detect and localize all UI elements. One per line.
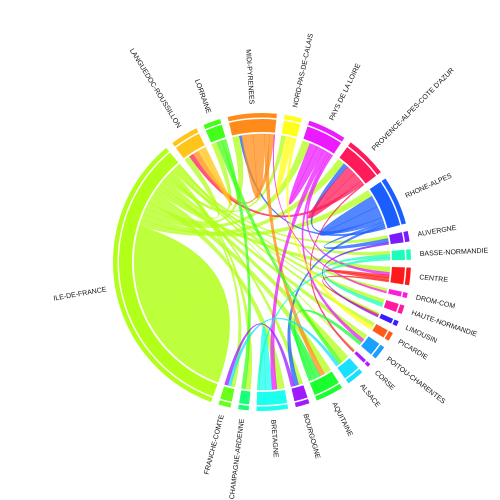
- segment-label-nord-pas-de-calais: NORD-PAS-DE-CALAIS: [292, 33, 315, 109]
- segment-outer-haute-normandie: [397, 304, 405, 315]
- chord-link-bourgogne-to-franche-comte: [224, 323, 295, 387]
- chord-link-provence-alpes-cote-d-azur-to-languedoc-roussillon: [189, 153, 364, 218]
- segment-label-midi-pyrenees: MIDI-PYRENEES: [244, 49, 255, 105]
- chord-link-auvergne-to-limousin: [322, 242, 389, 318]
- segment-block-bourgogne: [291, 385, 308, 402]
- segment-outer-nord-pas-de-calais: [283, 114, 302, 123]
- chord-link-ile-de-france-to-haute-normandie: [174, 166, 385, 304]
- segment-outer-aquitaine: [315, 383, 343, 401]
- segment-outer-bretagne: [256, 404, 289, 411]
- segment-block-centre: [390, 266, 405, 285]
- segment-block-bretagne: [256, 389, 288, 405]
- segment-outer-provence-alpes-cote-d-azur: [348, 142, 381, 175]
- segment-outer-picardie: [384, 330, 393, 341]
- segment-label-ile-de-france: ILE-DE-FRANCE: [53, 286, 107, 302]
- segment-block-basse-normandie: [391, 249, 405, 261]
- segment-outer-pays-de-la-loire: [308, 120, 345, 142]
- chord-link-drom-com-to-midi-pyrenees: [273, 134, 387, 294]
- chord-link-languedoc-roussillon-to-languedoc-roussillon: [197, 146, 233, 206]
- chord-link-bretagne-to-bretagne: [259, 325, 273, 391]
- segment-block-lorraine: [205, 124, 226, 143]
- segment-outer-rhone-alpes: [381, 178, 406, 225]
- segment-label-languedoc-roussillon: LANGUEDOC-ROUSSILLON: [128, 48, 182, 130]
- chord-link-provence-alpes-cote-d-azur-to-provence-alpes-cote-d-azur: [308, 166, 362, 219]
- segment-outer-bourgogne: [294, 398, 310, 408]
- segment-block-nord-pas-de-calais: [281, 120, 301, 137]
- segment-outer-midi-pyrenees: [227, 113, 277, 122]
- segment-outer-lorraine: [203, 119, 222, 130]
- chord-link-basse-normandie-to-bretagne: [257, 257, 391, 391]
- segment-label-aquitaine: AQUITAINE: [330, 401, 353, 438]
- segment-block-ile-de-france: [119, 152, 218, 397]
- segment-outer-franche-comte: [218, 400, 232, 408]
- segment-label-franche-comte: FRANCHE-COMTE: [204, 414, 226, 476]
- segment-outer-alsace: [345, 368, 363, 384]
- segment-label-bretagne: BRETAGNE: [269, 419, 279, 458]
- chord-link-rhone-alpes-to-midi-pyrenees: [239, 135, 386, 236]
- segment-label-provence-alpes-cote-d-azur: PROVENCE-ALPES-COTE D'AZUR: [371, 67, 456, 152]
- chord-link-ile-de-france-to-champagne-ardenne: [170, 170, 252, 390]
- segment-label-lorraine: LORRAINE: [193, 79, 212, 115]
- segment-outer-languedoc-roussillon: [172, 128, 199, 147]
- chord-link-nord-pas-de-calais-to-nord-pas-de-calais: [275, 136, 294, 200]
- segment-label-poitou-charentes: POITOU-CHARENTES: [385, 356, 447, 406]
- chord-links: [133, 133, 391, 391]
- segment-block-rhone-alpes: [369, 181, 401, 229]
- segment-block-franche-comte: [220, 386, 235, 402]
- segment-label-champagne-ardenne: CHAMPAGNE-ARDENNE: [229, 418, 246, 500]
- segment-label-drom-com: DROM-COM: [415, 295, 456, 311]
- segment-block-drom-com: [388, 289, 402, 297]
- chord-link-pays-de-la-loire-to-centre: [306, 153, 390, 276]
- segment-label-limousin: LIMOUSIN: [404, 325, 438, 345]
- segment-block-aquitaine: [309, 371, 339, 395]
- segment-outer-basse-normandie: [405, 249, 411, 260]
- segment-label-picardie: PICARDIE: [397, 339, 429, 362]
- segment-label-auvergne: AUVERGNE: [417, 225, 457, 239]
- segment-block-auvergne: [389, 232, 404, 245]
- segment-label-alsace: ALSACE: [358, 383, 381, 409]
- segment-label-corse: CORSE: [373, 370, 396, 393]
- segment-label-bourgogne: BOURGOGNE: [301, 413, 320, 460]
- segment-label-basse-normandie: BASSE-NORMANDIE: [420, 248, 489, 258]
- segment-outer-drom-com: [402, 292, 408, 299]
- segment-outer-limousin: [392, 319, 399, 327]
- segment-outer-centre: [404, 267, 411, 286]
- segment-block-alsace: [337, 358, 359, 379]
- segment-block-provence-alpes-cote-d-azur: [339, 147, 377, 184]
- chord-link-alsace-to-franche-comte: [227, 317, 340, 387]
- chord-link-ile-de-france-to-corse: [178, 163, 356, 351]
- chord-link-pays-de-la-loire-to-bretagne: [270, 149, 329, 390]
- segment-block-poitou-charentes: [361, 336, 380, 355]
- chord-link-lorraine-to-champagne-ardenne: [221, 138, 251, 390]
- segment-block-limousin: [379, 313, 394, 324]
- chord-link-pays-de-la-loire-to-pays-de-la-loire: [288, 143, 325, 205]
- segment-outer-ile-de-france: [112, 147, 213, 403]
- chord-link-ile-de-france-to-ile-de-france: [133, 225, 230, 383]
- segment-outer-poitou-charentes: [372, 344, 385, 359]
- chord-link-nord-pas-de-calais-to-picardie: [286, 137, 374, 330]
- segment-block-haute-normandie: [383, 300, 399, 312]
- segment-block-champagne-ardenne: [239, 390, 251, 405]
- segment-label-rhone-alpes: RHONE-ALPES: [404, 173, 453, 200]
- segment-block-languedoc-roussillon: [175, 133, 205, 159]
- segment-block-picardie: [372, 324, 388, 338]
- segment-outer-auvergne: [403, 231, 410, 243]
- segment-outer-corse: [364, 361, 371, 367]
- segment-block-pays-de-la-loire: [303, 126, 342, 154]
- segment-outer-champagne-ardenne: [238, 404, 250, 411]
- segment-block-midi-pyrenees: [229, 119, 277, 136]
- segment-label-centre: CENTRE: [419, 274, 449, 284]
- chord-link-ile-de-france-to-aquitaine: [151, 191, 331, 374]
- segment-block-corse: [354, 351, 366, 363]
- chord-link-centre-to-centre: [325, 269, 390, 281]
- segment-label-pays-de-la-loire: PAYS DE LA LOIRE: [329, 62, 363, 121]
- chord-segments: [112, 113, 411, 411]
